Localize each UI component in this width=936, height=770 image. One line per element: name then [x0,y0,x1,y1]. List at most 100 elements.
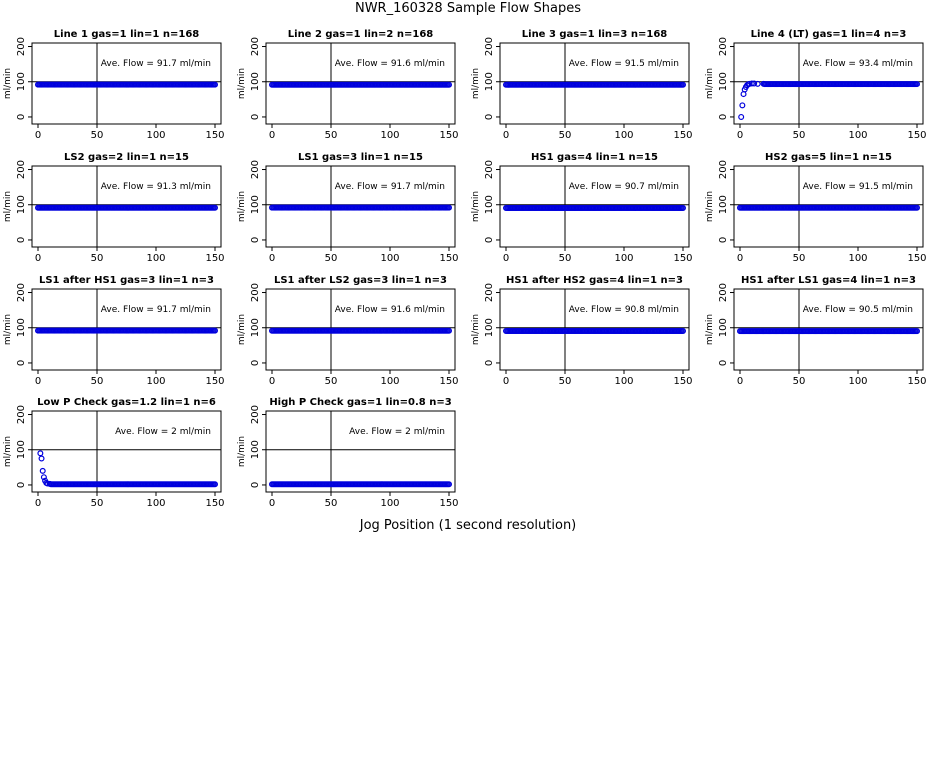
y-tick-label: 200 [484,37,495,56]
y-axis-label: ml/min [471,191,481,222]
panel-title: HS1 after LS1 gas=4 lin=1 n=3 [741,275,916,286]
y-tick-label: 0 [16,482,27,488]
y-tick-label: 200 [718,160,729,179]
x-tick-label: 50 [559,376,572,387]
y-tick-label: 200 [484,160,495,179]
average-flow-annotation: Ave. Flow = 91.5 ml/min [569,59,679,69]
y-tick-label: 200 [250,160,261,179]
y-axis-label: ml/min [705,191,715,222]
x-tick-label: 50 [793,130,806,141]
average-flow-annotation: Ave. Flow = 90.5 ml/min [803,305,913,315]
y-tick-label: 100 [16,195,27,214]
y-tick-label: 200 [718,37,729,56]
plot-frame [31,165,222,248]
y-tick-label: 100 [484,195,495,214]
data-point [446,81,453,88]
x-tick-label: 0 [269,498,275,509]
y-tick-label: 0 [16,360,27,366]
x-tick-label: 150 [439,498,458,509]
x-tick-label: 100 [614,253,633,264]
average-flow-annotation: Ave. Flow = 93.4 ml/min [803,59,913,69]
y-tick-label: 0 [484,237,495,243]
x-tick-label: 150 [439,376,458,387]
x-tick-label: 150 [673,253,692,264]
data-point [40,474,47,481]
plot-frame [265,288,456,371]
figure-x-axis-label: Jog Position (1 second resolution) [359,518,577,533]
panel-title: HS1 gas=4 lin=1 n=15 [531,152,658,163]
panel-title: High P Check gas=1 lin=0.8 n=3 [269,397,451,408]
x-tick-label: 100 [380,376,399,387]
y-tick-label: 200 [16,283,27,302]
y-tick-label: 0 [250,482,261,488]
panel-9: LS1 after HS1 gas=3 lin=1 n=3 0 50 100 150 0 1… [3,275,225,387]
data-points [503,327,686,334]
plot-frame [31,410,222,493]
y-tick-label: 0 [718,114,729,120]
data-point [739,102,746,109]
x-tick-label: 50 [559,253,572,264]
x-tick-label: 0 [737,253,743,264]
data-points [34,81,219,88]
plot-frame [265,165,456,248]
y-tick-label: 200 [250,405,261,424]
panel-14: High P Check gas=1 lin=0.8 n=3 0 50 100 150 0… [237,397,459,509]
average-flow-annotation: Ave. Flow = 91.5 ml/min [803,182,913,192]
x-tick-label: 0 [503,130,509,141]
y-tick-label: 100 [250,72,261,91]
data-points [269,481,453,488]
data-points [269,204,453,211]
y-axis-label: ml/min [237,191,247,222]
data-point [738,113,745,120]
y-tick-label: 200 [718,283,729,302]
x-tick-label: 0 [737,376,743,387]
panel-title: Line 4 (LT) gas=1 lin=4 n=3 [751,29,907,40]
data-point [754,80,761,87]
x-tick-label: 150 [907,130,926,141]
plot-frame [733,165,924,248]
average-flow-annotation: Ave. Flow = 2 ml/min [349,427,445,437]
y-axis-label: ml/min [471,68,481,99]
x-tick-label: 50 [793,376,806,387]
data-points [34,327,219,334]
plot-frame [499,42,690,125]
y-tick-label: 100 [16,318,27,337]
data-point [38,455,45,462]
data-point [446,481,453,488]
y-axis-label: ml/min [237,68,247,99]
y-tick-label: 0 [250,237,261,243]
x-tick-label: 100 [146,498,165,509]
panel-title: Low P Check gas=1.2 lin=1 n=6 [37,397,216,408]
x-tick-label: 0 [737,130,743,141]
data-points [736,204,920,211]
x-tick-label: 50 [325,498,338,509]
y-tick-label: 0 [484,114,495,120]
data-points [738,80,920,120]
y-tick-label: 100 [484,318,495,337]
panel-title: LS1 gas=3 lin=1 n=15 [298,152,423,163]
x-tick-label: 50 [91,253,104,264]
panel-8: HS2 gas=5 lin=1 n=15 0 50 100 150 0 100 200 ml/m… [705,152,927,264]
data-points [37,450,219,488]
data-point [679,327,686,334]
data-point [212,481,219,488]
y-tick-label: 200 [250,37,261,56]
data-points [269,327,453,334]
average-flow-annotation: Ave. Flow = 91.7 ml/min [101,305,211,315]
panel-10: LS1 after LS2 gas=3 lin=1 n=3 0 50 100 150 0 1… [237,275,459,387]
x-tick-label: 50 [325,130,338,141]
x-tick-label: 0 [35,498,41,509]
data-point [212,81,219,88]
data-point [913,328,920,335]
panel-title: HS1 after HS2 gas=4 lin=1 n=3 [506,275,683,286]
plot-frame [733,42,924,125]
x-tick-label: 50 [91,130,104,141]
data-points [503,205,686,212]
x-tick-label: 50 [91,498,104,509]
panel-title: HS2 gas=5 lin=1 n=15 [765,152,892,163]
y-axis-label: ml/min [3,436,13,467]
x-tick-label: 0 [503,253,509,264]
y-axis-label: ml/min [3,68,13,99]
data-point [212,327,219,334]
data-point [39,467,46,474]
